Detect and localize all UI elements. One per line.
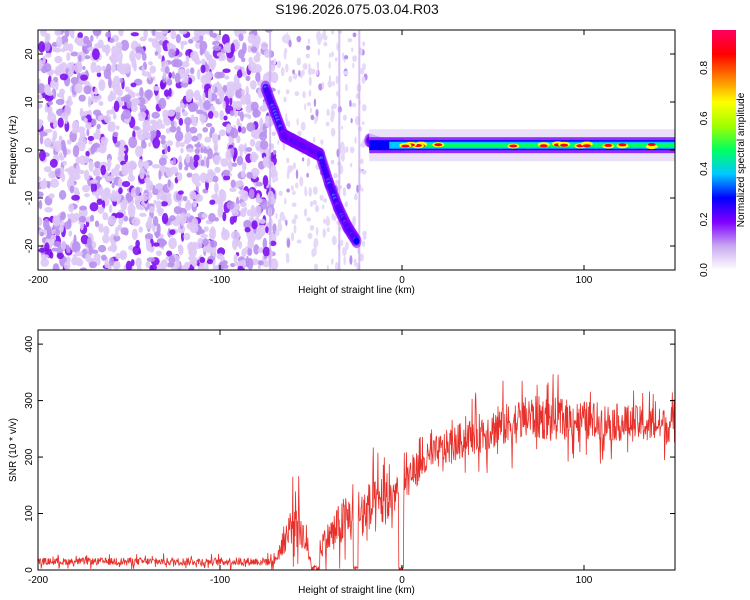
snr-xlabel: Height of straight line (km) (298, 585, 415, 596)
snr-ytick-label: 200 (24, 448, 35, 465)
spec-ytick-label: -10 (24, 190, 35, 205)
spectrogram-heatmap (38, 30, 675, 270)
colorbar-tick-label: 0.0 (699, 263, 710, 277)
spec-xtick-label: 0 (399, 275, 405, 286)
colorbar-label: Normalized spectral amplitude (736, 92, 747, 227)
spec-xlabel: Height of straight line (km) (298, 285, 415, 296)
spec-ylabel: Frequency (Hz) (8, 116, 19, 185)
colorbar (712, 30, 736, 270)
snr-xtick-label: 0 (399, 575, 405, 586)
colorbar-tick-label: 0.2 (699, 212, 710, 226)
snr-ytick-label: 300 (24, 392, 35, 409)
spec-ytick-label: 0 (24, 147, 35, 153)
spec-xtick-label: -200 (28, 275, 48, 286)
colorbar-tick-label: 0.8 (699, 61, 710, 75)
snr-xtick-label: -200 (28, 575, 48, 586)
spec-ytick-label: -20 (24, 238, 35, 253)
snr-ylabel: SNR (10 * v/v) (8, 418, 19, 482)
colorbar-tick-label: 0.4 (699, 162, 710, 176)
snr-ytick-label: 0 (24, 567, 35, 573)
spec-ytick-label: 10 (24, 96, 35, 108)
chart-title: S196.2026.075.03.04.R03 (275, 1, 439, 17)
snr-ytick-label: 400 (24, 335, 35, 352)
colorbar-tick-label: 0.6 (699, 111, 710, 125)
spec-xtick-label: 100 (576, 275, 593, 286)
snr-series-line (38, 374, 675, 570)
snr-frame (37, 329, 676, 571)
snr-ytick-label: 100 (24, 505, 35, 522)
snr-xtick-label: 100 (576, 575, 593, 586)
spec-ytick-label: 20 (24, 48, 35, 60)
snr-xtick-label: -100 (210, 575, 230, 586)
spec-xtick-label: -100 (210, 275, 230, 286)
